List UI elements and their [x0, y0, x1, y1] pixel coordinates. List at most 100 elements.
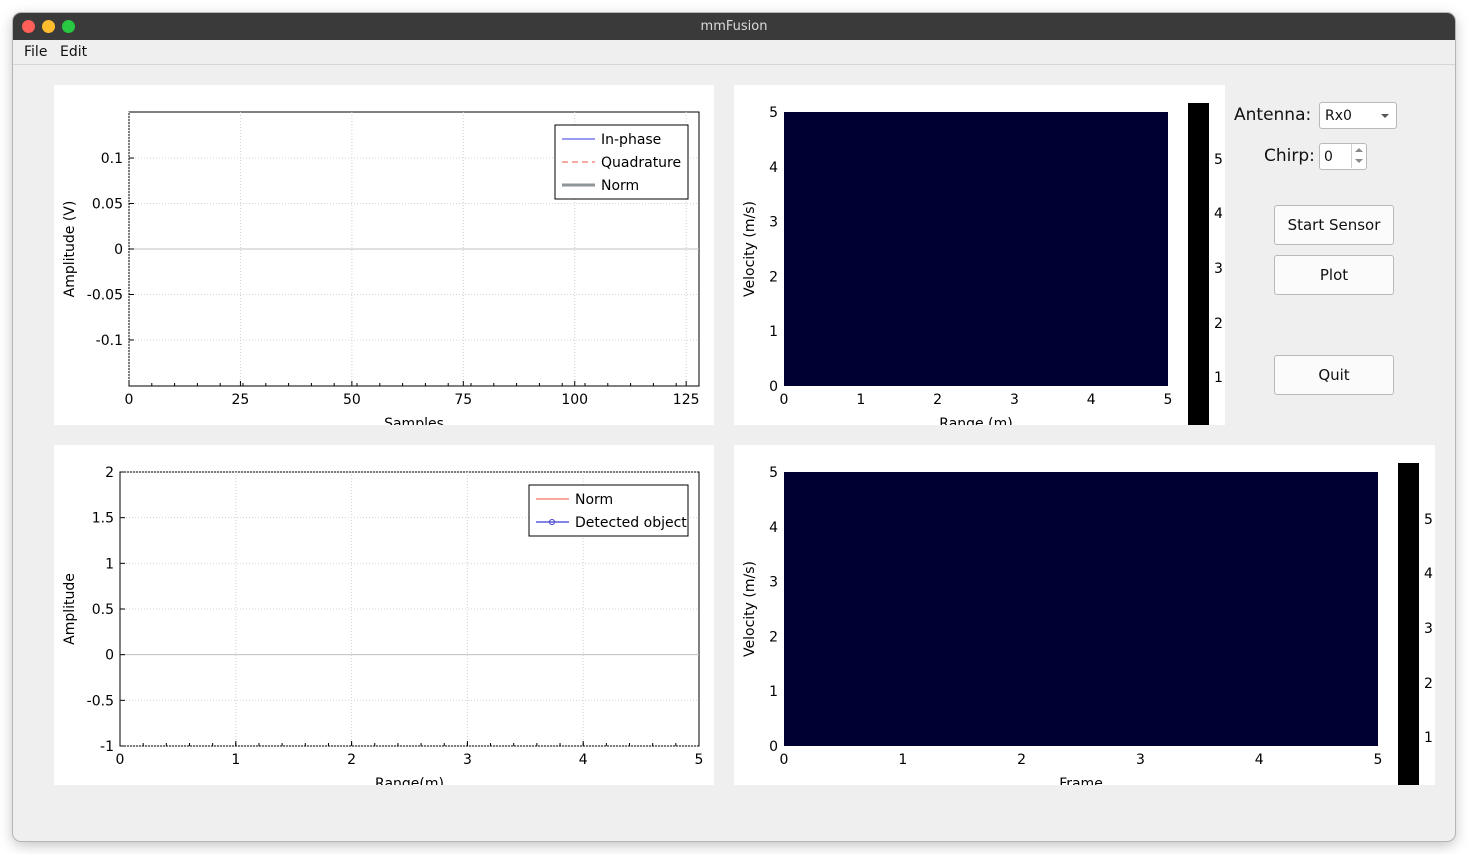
x-tick-label: 4 [1087, 392, 1096, 408]
y-tick-label: 4 [769, 520, 778, 536]
x-axis-label: Frame [1059, 776, 1103, 785]
zoom-window-button[interactable] [62, 20, 75, 33]
y-axis-label: Amplitude (V) [62, 201, 78, 298]
menu-file[interactable]: File [24, 44, 48, 60]
y-tick-label: 0.05 [92, 197, 123, 213]
chirp-label: Chirp: [1264, 146, 1315, 166]
x-axis-label: Samples [384, 416, 444, 425]
legend-entry: Norm [575, 492, 613, 508]
y-tick-label: 4 [769, 160, 778, 176]
y-tick-label: 0 [105, 648, 114, 664]
x-tick-label: 125 [673, 392, 700, 408]
x-tick-label: 4 [1255, 752, 1264, 768]
antenna-label: Antenna: [1234, 105, 1312, 125]
antenna-select-value: Rx0 [1325, 108, 1352, 124]
chirp-spinbox-value: 0 [1324, 149, 1333, 165]
x-axis-label: Range(m) [375, 776, 444, 785]
legend-marker [549, 519, 555, 525]
x-tick-label: 3 [1136, 752, 1145, 768]
range-profile-panel: 0 1 2 3 4 5 2 1.5 1 0.5 0 -0.5 -1 Range(m) Amplitude No… [54, 445, 714, 785]
y-tick-label: 2 [769, 269, 778, 285]
y-tick-label: 0.1 [101, 151, 123, 167]
signal-plot-panel: 0 25 50 75 100 125 0.1 0.05 0 -0.05 -0.1 Samples Amp… [54, 85, 714, 425]
y-tick-label: 0 [769, 379, 778, 395]
x-tick-label: 75 [454, 392, 472, 408]
doppler-time-heatmap: 0 1 2 3 4 5 5 4 3 2 1 0 Frame Velocity (m/s) 5 4 3 2 1 [742, 463, 1433, 785]
spin-up-arrow-icon[interactable] [1351, 144, 1366, 156]
y-tick-label: 1.5 [92, 511, 114, 527]
quit-button[interactable]: Quit [1274, 355, 1394, 395]
minimize-window-button[interactable] [42, 20, 55, 33]
colorbar-tick-label: 5 [1214, 152, 1223, 168]
x-tick-label: 1 [856, 392, 865, 408]
y-tick-label: 3 [769, 575, 778, 591]
x-tick-label: 0 [116, 752, 125, 768]
chirp-spinbox[interactable]: 0 [1319, 143, 1367, 170]
spin-down-arrow-icon[interactable] [1351, 156, 1366, 168]
plot-button[interactable]: Plot [1274, 255, 1394, 295]
colorbar-tick-label: 4 [1424, 566, 1433, 582]
legend-entry: In-phase [601, 132, 661, 148]
y-tick-label: 0.5 [92, 602, 114, 618]
y-tick-label: 5 [769, 465, 778, 481]
colorbar-tick-label: 1 [1214, 370, 1223, 386]
y-axis-label: Amplitude [62, 573, 78, 645]
y-tick-label: -1 [100, 739, 114, 755]
range-profile-plot: 0 1 2 3 4 5 2 1.5 1 0.5 0 -0.5 -1 Range(m) Amplitude No… [62, 465, 704, 785]
y-tick-label: 5 [769, 105, 778, 121]
legend-box [528, 484, 689, 537]
start-sensor-button[interactable]: Start Sensor [1274, 205, 1394, 245]
heatmap-image [784, 112, 1168, 386]
close-window-button[interactable] [22, 20, 35, 33]
x-tick-label: 5 [1164, 392, 1173, 408]
antenna-select[interactable]: Rx0 [1319, 102, 1397, 129]
signal-plot: 0 25 50 75 100 125 0.1 0.05 0 -0.05 -0.1 Samples Amp… [62, 111, 700, 425]
range-doppler-panel: 0 1 2 3 4 5 5 4 3 2 1 0 Range (m) Velocity (m/s) 5 4 3 2 1 [734, 85, 1225, 425]
y-tick-label: 0 [114, 242, 123, 258]
x-tick-label: 5 [695, 752, 704, 768]
x-tick-label: 0 [780, 392, 789, 408]
x-tick-label: 100 [561, 392, 588, 408]
colorbar-tick-label: 5 [1424, 512, 1433, 528]
menu-edit[interactable]: Edit [60, 44, 88, 60]
x-tick-label: 2 [1017, 752, 1026, 768]
y-tick-label: 0 [769, 739, 778, 755]
x-tick-label: 4 [579, 752, 588, 768]
heatmap-image [784, 472, 1378, 746]
window-title: mmFusion [700, 19, 768, 34]
legend-entry: Detected object [575, 515, 687, 531]
x-tick-label: 25 [232, 392, 250, 408]
y-axis-label: Velocity (m/s) [742, 201, 758, 297]
chevron-down-icon [1381, 114, 1389, 118]
x-tick-label: 0 [125, 392, 134, 408]
colorbar-tick-label: 2 [1424, 676, 1433, 692]
y-tick-label: 3 [769, 215, 778, 231]
x-tick-label: 3 [463, 752, 472, 768]
y-tick-label: 1 [105, 556, 114, 572]
y-tick-label: 2 [105, 465, 114, 481]
x-tick-label: 2 [933, 392, 942, 408]
colorbar-tick-label: 1 [1424, 730, 1433, 746]
legend-entry: Norm [601, 178, 639, 194]
x-tick-label: 0 [780, 752, 789, 768]
menu-bar: File Edit [13, 40, 1455, 65]
x-tick-label: 3 [1010, 392, 1019, 408]
x-axis-label: Range (m) [939, 416, 1012, 425]
y-tick-label: -0.05 [87, 287, 123, 303]
x-tick-label: 1 [898, 752, 907, 768]
y-tick-label: 1 [769, 684, 778, 700]
colorbar [1398, 463, 1419, 785]
colorbar-tick-label: 3 [1424, 621, 1433, 637]
doppler-time-panel: 0 1 2 3 4 5 5 4 3 2 1 0 Frame Velocity (m/s) 5 4 3 2 1 [734, 445, 1435, 785]
colorbar [1188, 103, 1209, 425]
y-axis-label: Velocity (m/s) [742, 561, 758, 657]
x-tick-label: 2 [347, 752, 356, 768]
app-window: mmFusion File Edit 0 25 50 75 100 125 0.1 0.05 0… [13, 13, 1455, 841]
colorbar-tick-label: 4 [1214, 206, 1223, 222]
colorbar-tick-label: 2 [1214, 316, 1223, 332]
x-tick-label: 1 [231, 752, 240, 768]
x-tick-label: 50 [343, 392, 361, 408]
x-tick-label: 5 [1374, 752, 1383, 768]
legend-entry: Quadrature [601, 155, 681, 171]
y-tick-label: 1 [769, 324, 778, 340]
